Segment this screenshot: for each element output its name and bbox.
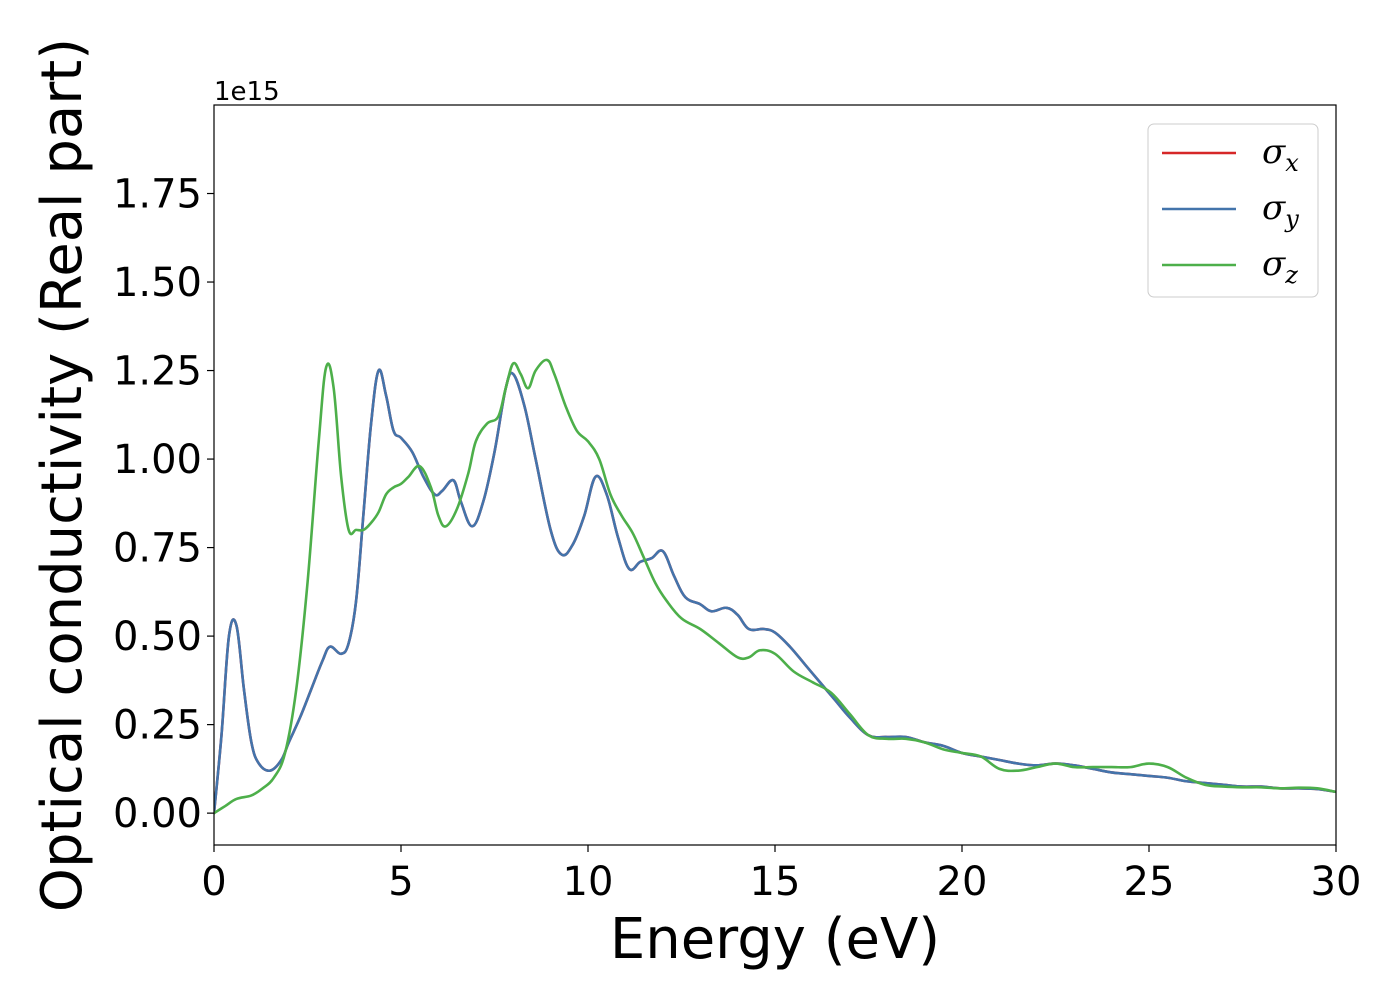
series-line-x bbox=[214, 368, 1336, 815]
x-tick-label: 5 bbox=[388, 859, 413, 905]
y-tick-label: 0.50 bbox=[113, 614, 202, 660]
x-tick-label: 25 bbox=[1124, 859, 1175, 905]
y-tick-label: 1.50 bbox=[113, 260, 202, 306]
y-tick-label: 0.25 bbox=[113, 703, 202, 749]
legend-entry-y: σy bbox=[1162, 188, 1299, 233]
x-tick-label: 30 bbox=[1311, 859, 1362, 905]
y-tick-label: 1.00 bbox=[113, 437, 202, 483]
x-tick-label: 20 bbox=[937, 859, 988, 905]
x-tick-label: 0 bbox=[201, 859, 226, 905]
legend-label: σx bbox=[1262, 132, 1299, 177]
y-axis-title: Optical conductivity (Real part) bbox=[30, 38, 95, 912]
legend-label: σy bbox=[1262, 188, 1299, 233]
x-axis-title: Energy (eV) bbox=[610, 907, 940, 972]
legend-entry-x: σx bbox=[1162, 132, 1299, 177]
x-tick-label: 15 bbox=[750, 859, 801, 905]
x-axis-ticks: 0 5 10 15 20 25 30 bbox=[201, 845, 1361, 905]
series-line-y bbox=[214, 368, 1336, 815]
legend-box bbox=[1147, 123, 1319, 298]
y-axis-ticks: 0.00 0.25 0.50 0.75 1.00 1.25 1.50 1.75 bbox=[113, 172, 214, 837]
series-layer bbox=[214, 358, 1336, 815]
series-line-z bbox=[214, 358, 1336, 815]
y-tick-label: 0.75 bbox=[113, 526, 202, 572]
y-tick-label: 0.00 bbox=[113, 791, 202, 837]
y-tick-label: 1.25 bbox=[113, 349, 202, 395]
x-tick-label: 10 bbox=[563, 859, 614, 905]
y-tick-label: 1.75 bbox=[113, 172, 202, 218]
y-offset-label: 1e15 bbox=[214, 77, 280, 107]
